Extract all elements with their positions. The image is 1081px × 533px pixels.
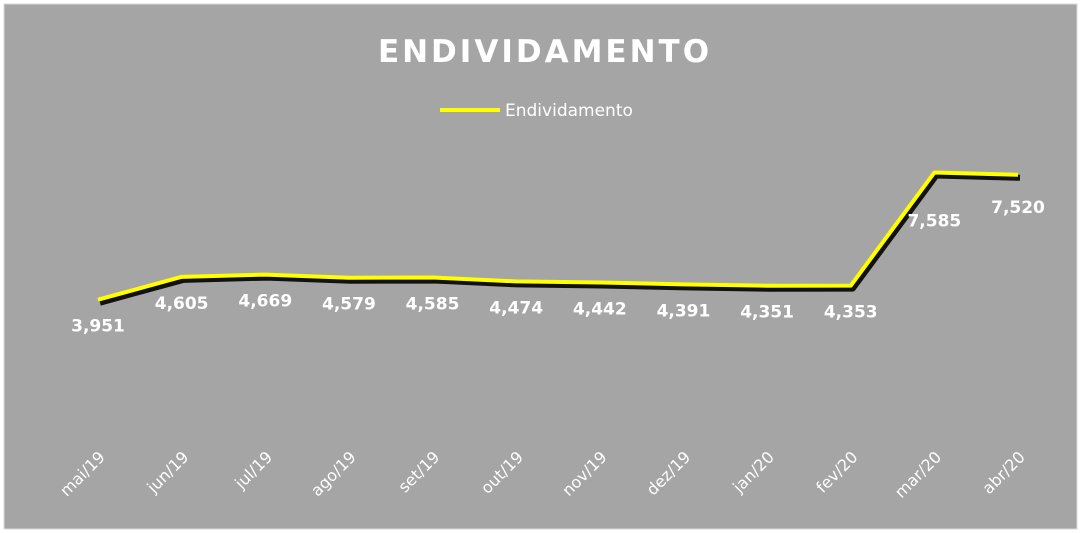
data-label: 4,474 [489, 298, 543, 318]
data-label: 7,520 [991, 198, 1045, 218]
chart-background [3, 3, 1078, 530]
data-label: 4,585 [406, 295, 460, 315]
line-shadow [99, 172, 1021, 306]
line [97, 170, 1019, 302]
data-label: 4,579 [322, 295, 376, 315]
data-label: 4,442 [573, 300, 627, 320]
data-label: 4,605 [155, 294, 209, 314]
legend-label: Endividamento [505, 101, 633, 121]
chart-title: ENDIVIDAMENTO [378, 34, 712, 70]
data-label: 4,669 [238, 292, 292, 312]
data-label: 4,353 [824, 303, 878, 323]
data-label: 4,351 [740, 303, 794, 323]
data-label: 7,585 [907, 212, 961, 232]
data-label: 4,391 [657, 301, 711, 321]
data-label: 3,951 [71, 317, 125, 337]
